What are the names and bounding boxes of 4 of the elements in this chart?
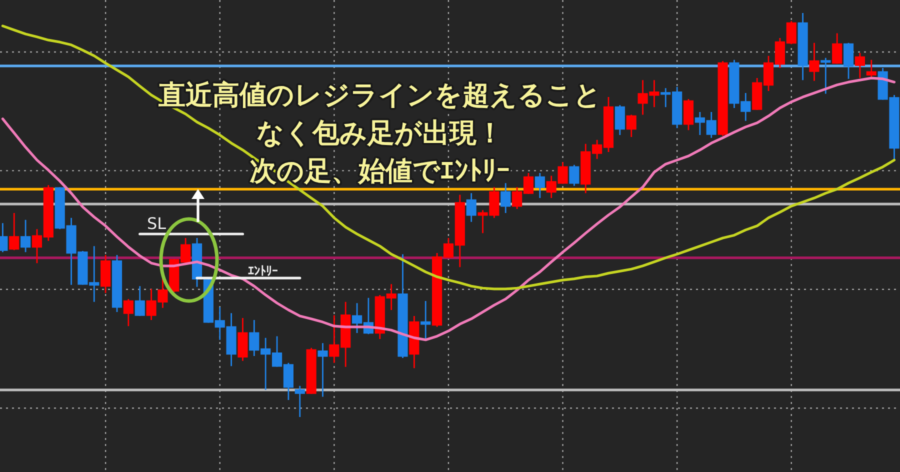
- annotation: なく包み足が出現！: [256, 118, 504, 149]
- annotation: 直近高値のレジラインを超えること: [158, 80, 602, 111]
- annotation: ｴﾝﾄﾘｰ: [248, 264, 278, 278]
- annotation: SL: [147, 214, 166, 233]
